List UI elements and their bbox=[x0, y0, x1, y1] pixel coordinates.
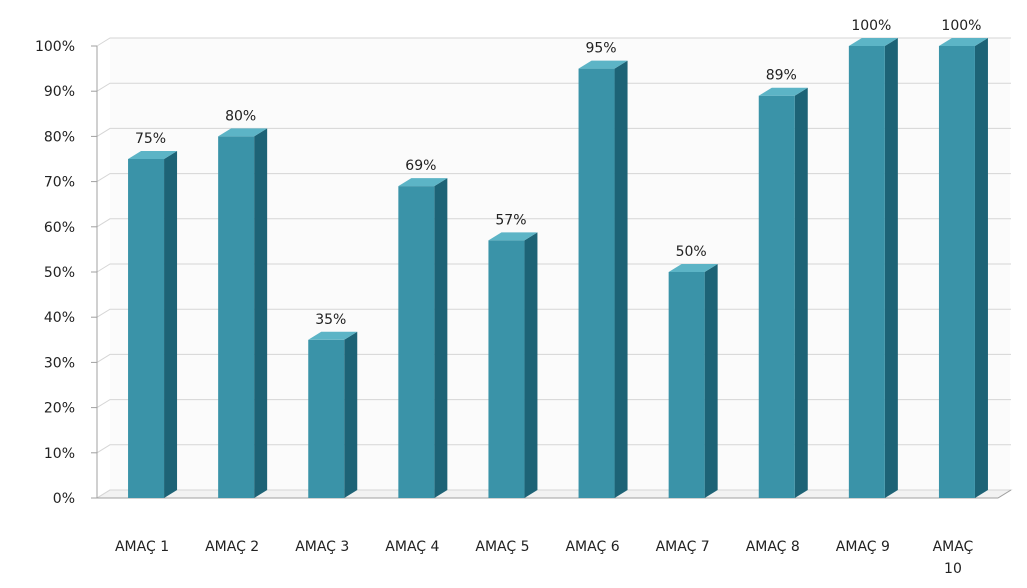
data-label: 57% bbox=[495, 212, 526, 228]
y-tick-label: 20% bbox=[44, 401, 75, 417]
x-tick-label: AMAÇ 9 bbox=[836, 539, 890, 555]
data-label: 50% bbox=[676, 244, 707, 260]
bar-side-face bbox=[614, 60, 628, 498]
bar-top-face bbox=[308, 331, 358, 340]
x-axis-depth-line bbox=[997, 489, 1012, 499]
data-label: 89% bbox=[766, 68, 797, 84]
x-tick-label: AMAÇ 6 bbox=[565, 539, 619, 555]
y-tick-label: 40% bbox=[44, 310, 75, 326]
data-label: 100% bbox=[941, 18, 981, 34]
data-label: 35% bbox=[315, 312, 346, 328]
x-tick-label: AMAÇ 3 bbox=[295, 539, 349, 555]
y-gridline bbox=[96, 218, 1011, 228]
bar-side-face bbox=[974, 38, 988, 498]
bar-side-face bbox=[794, 87, 808, 498]
x-tick-label: AMAÇ 7 bbox=[656, 539, 710, 555]
y-tick-label: 100% bbox=[35, 39, 75, 55]
y-gridline bbox=[96, 173, 1011, 183]
y-tick-label: 30% bbox=[44, 355, 75, 371]
bar-side-face bbox=[524, 232, 538, 499]
data-label: 100% bbox=[851, 18, 891, 34]
bar-top-face bbox=[668, 264, 718, 272]
y-gridline bbox=[96, 82, 1011, 92]
bar bbox=[848, 46, 885, 498]
data-label: 95% bbox=[585, 41, 616, 57]
bar-top-face bbox=[578, 60, 628, 69]
bar bbox=[218, 136, 255, 498]
bar-side-face bbox=[884, 38, 898, 498]
bar bbox=[128, 159, 165, 498]
bar bbox=[758, 95, 795, 498]
y-gridline bbox=[96, 127, 1011, 137]
y-tick-label: 0% bbox=[53, 491, 75, 507]
bar-top-face bbox=[938, 38, 988, 46]
bar bbox=[578, 68, 615, 498]
data-label: 75% bbox=[135, 131, 166, 147]
y-tick-label: 60% bbox=[44, 220, 75, 236]
bar bbox=[398, 186, 435, 498]
bar-top-face bbox=[758, 87, 808, 96]
bar-top-face bbox=[218, 128, 268, 137]
y-tick-label: 50% bbox=[44, 265, 75, 281]
y-tick-label: 80% bbox=[44, 129, 75, 145]
y-tick-label: 70% bbox=[44, 175, 75, 191]
x-tick-label: AMAÇ 5 bbox=[475, 539, 529, 555]
x-tick-label: AMAÇ 4 bbox=[385, 539, 439, 555]
data-label: 69% bbox=[405, 158, 436, 174]
bar bbox=[938, 46, 975, 498]
bar-top-face bbox=[488, 232, 538, 241]
x-tick-label: AMAÇ 8 bbox=[746, 539, 800, 555]
x-tick-label: AMAÇ 2 bbox=[205, 539, 259, 555]
bar-side-face bbox=[254, 128, 268, 498]
bar bbox=[308, 339, 345, 498]
data-label: 80% bbox=[225, 108, 256, 124]
y-tick-label: 10% bbox=[44, 446, 75, 462]
bar bbox=[488, 240, 525, 499]
x-tick-label: AMAÇ 10 bbox=[933, 539, 974, 577]
bar-top-face bbox=[128, 151, 178, 159]
bar-side-face bbox=[164, 151, 178, 498]
x-tick-label: AMAÇ 1 bbox=[115, 539, 169, 555]
bar bbox=[668, 272, 705, 498]
bar-side-face bbox=[434, 178, 448, 498]
bar-top-face bbox=[398, 178, 448, 187]
bar-top-face bbox=[848, 38, 898, 46]
bar-side-face bbox=[344, 331, 358, 498]
y-gridline bbox=[96, 37, 1011, 47]
y-tick-label: 90% bbox=[44, 84, 75, 100]
bar-side-face bbox=[704, 264, 718, 498]
